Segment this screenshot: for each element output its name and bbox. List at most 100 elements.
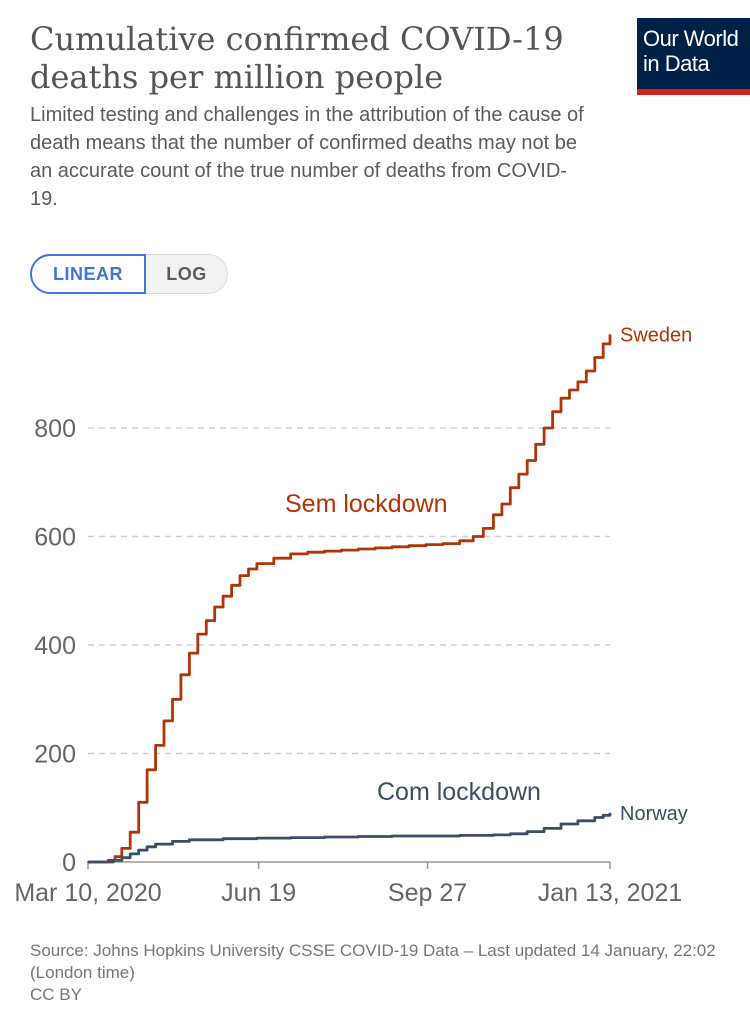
data-point-sweden [374,547,376,549]
linear-scale-button[interactable]: LINEAR [30,254,146,294]
data-point-norway [543,827,545,830]
x-tick-label: Jan 13, 2021 [538,879,683,907]
data-point-sweden [585,370,588,372]
data-point-norway [577,819,579,822]
y-tick-label: 600 [34,524,76,552]
data-point-sweden [120,847,123,850]
data-point-sweden [146,768,148,771]
data-point-norway [323,836,326,838]
data-point-sweden [501,503,503,505]
data-point-sweden [425,543,427,546]
data-point-sweden [205,619,208,622]
data-point-norway [289,836,292,839]
chart-footer: Source: Johns Hopkins University CSSE CO… [30,940,740,1006]
data-point-sweden [239,574,241,577]
data-point-sweden [256,562,258,565]
line-label-sweden: Sweden [620,325,692,347]
data-point-sweden [163,720,165,722]
data-point-sweden [222,595,224,597]
source-note: Source: Johns Hopkins University CSSE CO… [30,941,716,982]
y-tick-label: 800 [34,415,76,443]
data-point-sweden [482,527,485,530]
chart-subtitle: Limited testing and challenges in the at… [30,104,584,210]
x-tick-label: Sep 27 [388,879,467,907]
annotation-com-lockdown: Com lockdown [377,778,541,806]
data-point-sweden [441,542,444,545]
data-point-norway [171,840,174,843]
data-point-norway [458,834,461,837]
data-point-sweden [593,356,596,359]
scale-toggle: LINEAR LOG [30,254,228,294]
data-point-norway [222,837,224,840]
data-point-sweden [408,544,410,547]
data-point-sweden [357,548,360,550]
line-label-norway: Norway [620,803,688,825]
data-point-norway [137,849,140,851]
y-tick-label: 200 [34,741,76,769]
owid-logo-text: Our World in Data [643,26,739,76]
y-tick-label: 0 [62,849,76,877]
license-note: CC BY [30,985,82,1004]
data-point-norway [112,859,115,862]
data-point-sweden [180,674,182,676]
data-point-sweden [323,550,326,552]
data-point-norway [129,853,132,855]
data-point-sweden [289,553,292,555]
data-point-norway [425,835,427,837]
data-point-sweden [602,343,605,345]
data-point-norway [609,812,611,814]
x-tick-label: Mar 10, 2020 [14,879,161,907]
data-point-sweden [551,410,554,413]
data-point-norway [104,861,106,863]
data-point-norway [357,835,360,838]
annotation-sem-lockdown: Sem lockdown [285,490,448,518]
data-point-norway [492,834,495,836]
data-point-sweden [391,546,393,548]
data-point-sweden [517,473,520,475]
data-point-sweden [230,584,233,587]
data-point-sweden [197,633,199,635]
series-line-norway [88,813,612,864]
x-tick-label: Jun 19 [221,879,296,907]
data-point-sweden [577,381,579,383]
chart-title: Cumulative confirmed COVID-19 deaths per… [30,20,564,96]
data-point-norway [593,816,596,819]
data-point-sweden [340,549,343,551]
data-point-sweden [137,801,140,804]
y-tick-label: 400 [34,632,76,660]
data-point-sweden [609,333,611,336]
data-point-norway [154,843,157,845]
data-point-norway [509,832,512,835]
data-point-sweden [568,389,571,391]
data-point-norway [602,814,605,817]
data-point-sweden [154,744,157,747]
log-scale-button[interactable]: LOG [146,254,228,294]
data-point-norway [256,837,258,839]
data-point-sweden [509,486,512,489]
data-point-sweden [247,568,250,570]
data-point-norway [391,835,393,837]
data-point-sweden [213,606,216,608]
owid-logo[interactable]: Our World in Data [637,18,750,95]
data-point-sweden [188,652,191,654]
data-point-sweden [526,459,529,462]
data-point-sweden [458,540,461,542]
data-point-sweden [171,698,174,701]
data-point-sweden [492,514,495,516]
data-point-sweden [543,427,545,429]
data-point-sweden [306,551,309,554]
data-point-norway [560,823,562,825]
data-point-norway [526,830,529,833]
owid-logo-bar [637,89,750,95]
line-chart: 0 200 400 600 800 Mar 10, 2020 Jun 19 Sep 27 Jan… [14,325,692,907]
data-point-sweden [472,535,474,538]
data-point-sweden [114,855,116,858]
data-point-sweden [273,557,275,559]
data-point-norway [120,856,123,859]
data-point-norway [87,861,89,863]
data-point-sweden [534,443,537,446]
data-point-sweden [129,831,132,833]
data-point-sweden [560,397,562,399]
data-point-norway [188,838,191,841]
data-point-norway [146,846,148,848]
